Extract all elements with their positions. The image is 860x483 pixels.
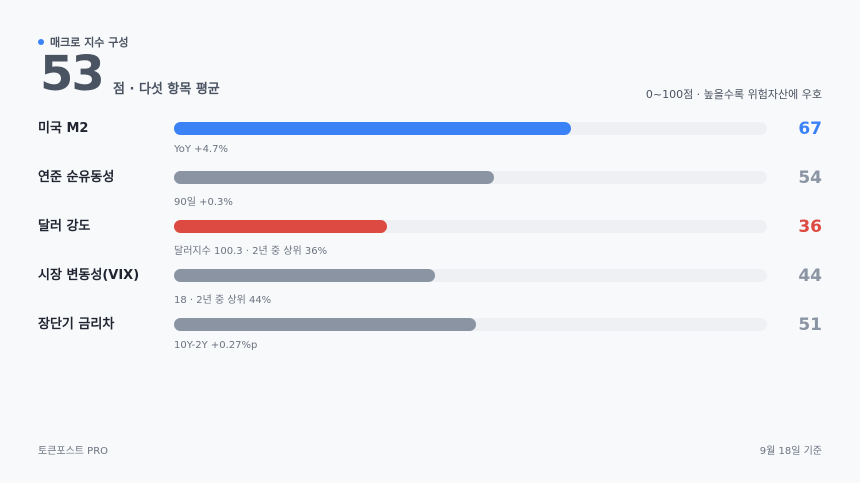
brand-label: 토큰포스트 PRO: [38, 446, 109, 457]
indicator-row-dollar: 달러 강도 달러지수 100.3 · 2년 중 상위 36% 36: [38, 217, 822, 267]
score-bar-fill: [174, 269, 435, 282]
indicator-row-fed-liquidity: 연준 순유동성 90일 +0.3% 54: [38, 168, 822, 218]
indicator-row-m2: 미국 M2 YoY +4.7% 67: [38, 119, 822, 169]
indicator-label: 연준 순유동성: [38, 170, 115, 185]
indicator-label: 시장 변동성(VIX): [38, 268, 140, 283]
score-bar-track: [174, 269, 767, 282]
score-bar-fill: [174, 318, 477, 331]
score-caption: 점 · 다섯 항목 평균: [113, 82, 220, 97]
indicator-detail: 90일 +0.3%: [174, 197, 233, 208]
section-tag: 매크로 지수 구성: [38, 34, 129, 50]
indicator-row-vix: 시장 변동성(VIX) 18 · 2년 중 상위 44% 44: [38, 266, 822, 316]
indicator-detail: 18 · 2년 중 상위 44%: [174, 295, 272, 306]
indicator-list: 미국 M2 YoY +4.7% 67 연준 순유동성 90일 +0.3% 54 …: [38, 119, 822, 365]
indicator-score: 51: [798, 315, 822, 335]
indicator-label: 장단기 금리차: [38, 317, 115, 332]
indicator-score: 67: [798, 119, 822, 139]
section-tag-label: 매크로 지수 구성: [50, 36, 129, 49]
indicator-score: 44: [798, 266, 822, 286]
score-bar-fill: [174, 220, 388, 233]
indicator-detail: 달러지수 100.3 · 2년 중 상위 36%: [174, 246, 328, 257]
average-score: 53: [40, 46, 105, 102]
indicator-row-yield-spread: 장단기 금리차 10Y-2Y +0.27%p 51: [38, 315, 822, 365]
indicator-label: 달러 강도: [38, 219, 91, 234]
indicator-score: 54: [798, 168, 822, 188]
score-bar-track: [174, 122, 767, 135]
score-bar-track: [174, 220, 767, 233]
score-bar-track: [174, 171, 767, 184]
score-bar-track: [174, 318, 767, 331]
indicator-detail: 10Y-2Y +0.27%p: [174, 340, 258, 351]
indicator-score: 36: [798, 217, 822, 237]
bullet-dot-icon: [38, 39, 44, 45]
indicator-detail: YoY +4.7%: [174, 144, 228, 155]
score-bar-fill: [174, 171, 495, 184]
date-label: 9월 18일 기준: [759, 446, 822, 457]
score-bar-fill: [174, 122, 572, 135]
indicator-label: 미국 M2: [38, 121, 89, 136]
scale-note: 0~100점 · 높을수록 위험자산에 우호: [645, 88, 822, 101]
